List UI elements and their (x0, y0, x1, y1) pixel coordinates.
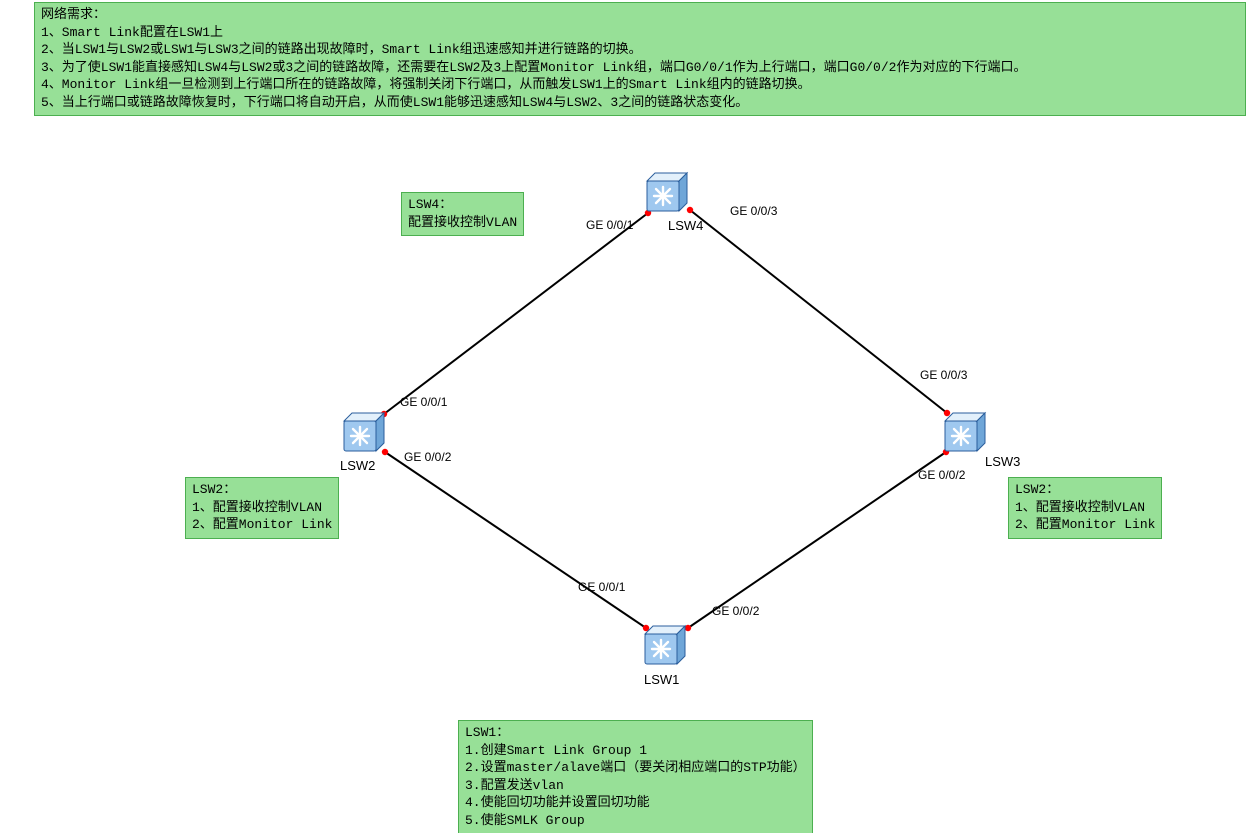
config-note-lsw3-note: LSW2： 1、配置接收控制VLAN 2、配置Monitor Link (1008, 477, 1162, 539)
switch-lsw3[interactable] (942, 409, 988, 455)
port-label: GE 0/0/1 (400, 395, 447, 409)
config-note-lsw2-note: LSW2： 1、配置接收控制VLAN 2、配置Monitor Link (185, 477, 339, 539)
requirements-note: 网络需求： 1、Smart Link配置在LSW1上 2、当LSW1与LSW2或… (34, 2, 1246, 116)
links-layer (384, 210, 947, 628)
port-label: GE 0/0/1 (578, 580, 625, 594)
switch-label-lsw1: LSW1 (644, 672, 679, 687)
config-note-lsw1-note: LSW1： 1.创建Smart Link Group 1 2.设置master/… (458, 720, 813, 833)
port-label: GE 0/0/3 (730, 204, 777, 218)
switch-label-lsw3: LSW3 (985, 454, 1020, 469)
link-LSW3-LSW1 (688, 452, 946, 628)
port-label: GE 0/0/1 (586, 218, 633, 232)
port-label: GE 0/0/2 (918, 468, 965, 482)
topology-canvas (0, 0, 1255, 833)
link-LSW4-LSW3 (690, 210, 947, 413)
switch-lsw2[interactable] (341, 409, 387, 455)
switch-lsw4[interactable] (644, 169, 690, 215)
switch-lsw1[interactable] (642, 622, 688, 668)
port-dots-layer (381, 207, 950, 631)
link-LSW2-LSW1 (385, 452, 646, 628)
config-note-lsw4-note: LSW4： 配置接收控制VLAN (401, 192, 524, 236)
switch-label-lsw2: LSW2 (340, 458, 375, 473)
port-label: GE 0/0/2 (404, 450, 451, 464)
port-label: GE 0/0/2 (712, 604, 759, 618)
switch-label-lsw4: LSW4 (668, 218, 703, 233)
port-label: GE 0/0/3 (920, 368, 967, 382)
link-LSW4-LSW2 (384, 213, 648, 414)
